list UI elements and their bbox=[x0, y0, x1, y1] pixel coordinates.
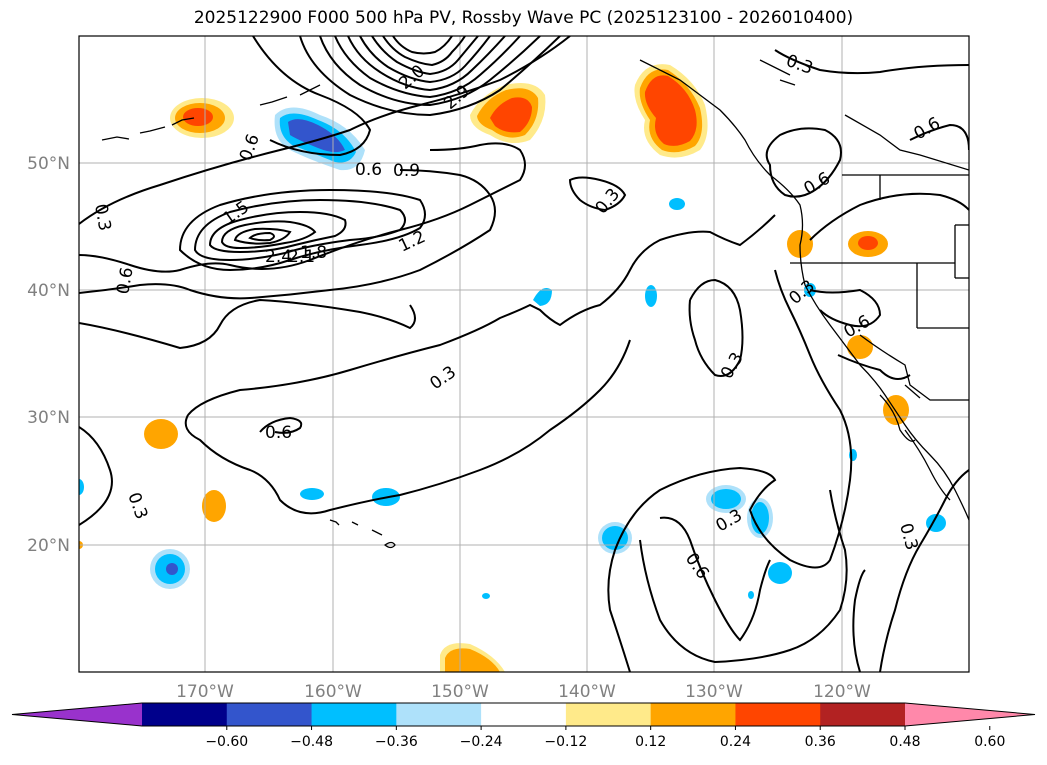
colorbar: −0.60 −0.48 −0.36 −0.24 −0.12 0.12 0.24 0.36 0.4… bbox=[11, 702, 1036, 750]
colorbar-tick-label: −0.48 bbox=[290, 734, 333, 750]
colorbar-tick-label: 0.24 bbox=[720, 734, 751, 750]
colorbar-segment bbox=[142, 703, 228, 726]
colorbar-segment bbox=[820, 703, 906, 726]
svg-text:0.6: 0.6 bbox=[265, 423, 292, 443]
lon-label-170w: 170°W bbox=[176, 682, 234, 702]
map-frame bbox=[78, 35, 970, 673]
colorbar-segment bbox=[735, 703, 821, 726]
map-title: 2025122900 F000 500 hPa PV, Rossby Wave … bbox=[193, 8, 854, 28]
lon-label-140w: 140°W bbox=[558, 682, 616, 702]
colorbar-tick-label: −0.24 bbox=[460, 734, 503, 750]
colorbar-segment bbox=[311, 703, 397, 726]
colorbar-segment bbox=[396, 703, 482, 726]
longitude-labels: 170°W 160°W 150°W 140°W 130°W 120°W bbox=[176, 682, 871, 702]
svg-text:0.6: 0.6 bbox=[355, 160, 382, 180]
colorbar-tick-label: −0.60 bbox=[205, 734, 248, 750]
svg-text:0.3: 0.3 bbox=[90, 202, 114, 232]
colorbar-tick-label: 0.48 bbox=[889, 734, 920, 750]
svg-text:0.9: 0.9 bbox=[393, 161, 420, 181]
colorbar-segment bbox=[650, 703, 736, 726]
lat-label-50n: 50°N bbox=[27, 154, 70, 174]
colorbar-extend-max bbox=[905, 703, 1035, 726]
latitude-labels: 50°N 40°N 30°N 20°N bbox=[27, 154, 70, 556]
lon-label-120w: 120°W bbox=[813, 682, 871, 702]
svg-text:2.1: 2.1 bbox=[288, 247, 315, 267]
lat-label-20n: 20°N bbox=[27, 536, 70, 556]
lat-label-40n: 40°N bbox=[27, 281, 70, 301]
colorbar-segment bbox=[226, 703, 313, 726]
colorbar-segment bbox=[481, 703, 567, 726]
lon-label-130w: 130°W bbox=[685, 682, 743, 702]
lon-label-160w: 160°W bbox=[304, 682, 362, 702]
svg-text:1.8: 1.8 bbox=[300, 243, 327, 263]
colorbar-tick-label: 0.60 bbox=[974, 734, 1005, 750]
colorbar-tick-label: 0.36 bbox=[805, 734, 836, 750]
lat-label-30n: 30°N bbox=[27, 408, 70, 428]
svg-text:0.6: 0.6 bbox=[113, 266, 137, 296]
colorbar-extend-min bbox=[12, 703, 142, 726]
colorbar-outline bbox=[11, 702, 1036, 727]
colorbar-tick-label: −0.36 bbox=[375, 734, 418, 750]
colorbar-segment bbox=[565, 703, 652, 726]
colorbar-tick-label: −0.12 bbox=[544, 734, 587, 750]
lon-label-150w: 150°W bbox=[431, 682, 489, 702]
graticule bbox=[79, 36, 969, 672]
colorbar-tick-label: 0.12 bbox=[635, 734, 666, 750]
svg-text:2.4: 2.4 bbox=[265, 247, 292, 267]
pv-contours bbox=[79, 36, 969, 672]
